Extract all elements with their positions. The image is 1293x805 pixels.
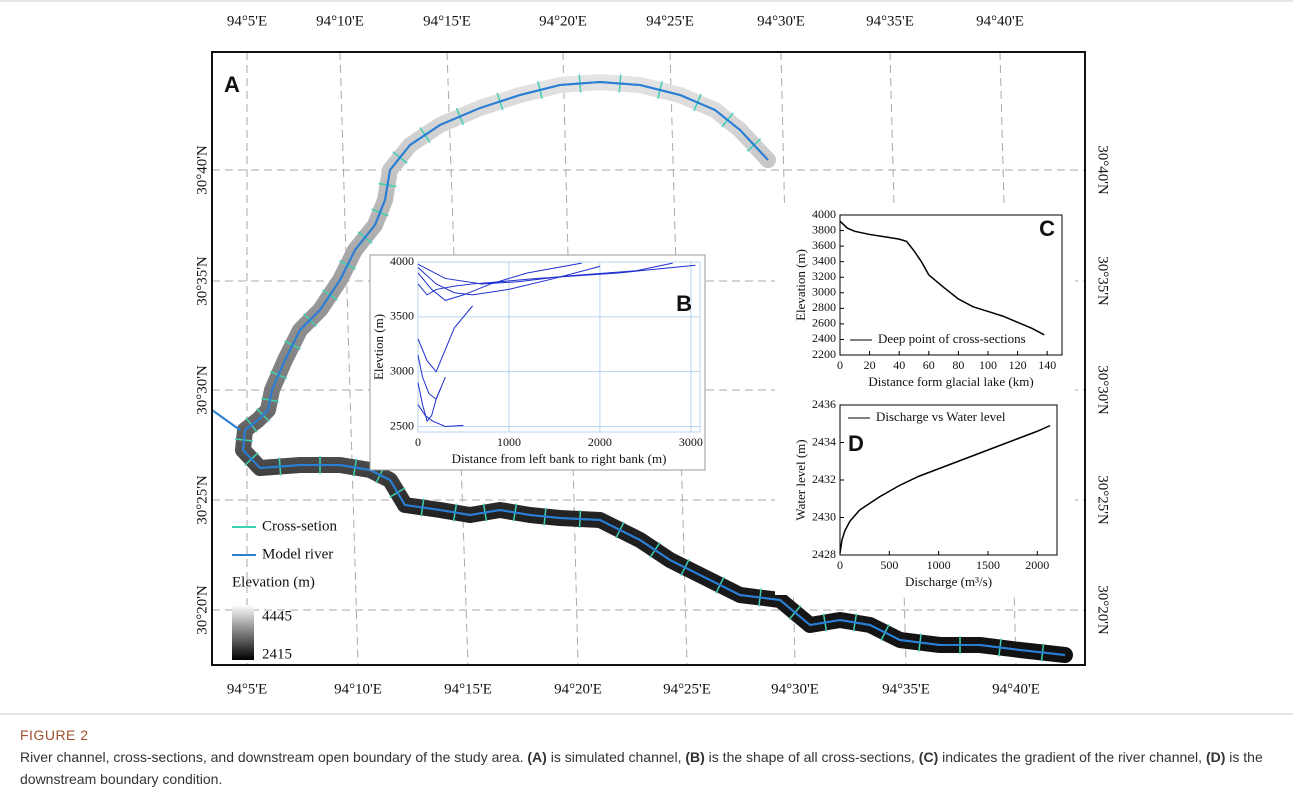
caption-panel-ref: (D) — [1206, 749, 1225, 765]
figure: A 01000200030002500300035004000Distance … — [0, 0, 1293, 720]
x-axis-label: Distance from left bank to right bank (m… — [452, 451, 667, 466]
x-axis-label: Discharge (m³/s) — [905, 574, 992, 589]
x-tick-label: 1000 — [497, 435, 521, 449]
colorbar-max: 4445 — [262, 608, 292, 624]
y-tick-label: 3200 — [812, 269, 836, 283]
y-tick-label: 3500 — [390, 309, 414, 323]
lon-label: 94°25'E — [646, 13, 694, 29]
x-tick-label: 120 — [1009, 358, 1027, 372]
lat-label: 30°30'N — [1095, 365, 1111, 415]
y-tick-label: 3800 — [812, 222, 836, 236]
x-tick-label: 80 — [952, 358, 964, 372]
lon-label: 94°5'E — [227, 681, 267, 697]
caption-part: is the shape of all cross-sections, — [705, 749, 919, 765]
x-tick-label: 500 — [880, 558, 898, 572]
caption-part: River channel, cross-sections, and downs… — [20, 749, 527, 765]
legend-label: Discharge vs Water level — [876, 409, 1006, 424]
lon-grid-line — [340, 52, 358, 665]
lon-label: 94°20'E — [554, 681, 602, 697]
panel-label: D — [848, 431, 864, 456]
lon-label: 94°15'E — [444, 681, 492, 697]
y-tick-label: 3000 — [812, 285, 836, 299]
caption: FIGURE 2 River channel, cross-sections, … — [20, 724, 1270, 790]
y-tick-label: 4000 — [812, 207, 836, 221]
y-axis-label: Water level (m) — [793, 439, 808, 520]
lon-label: 94°5'E — [227, 13, 267, 29]
legend-title: Elevation (m) — [232, 574, 315, 590]
lon-label: 94°30'E — [757, 13, 805, 29]
caption-panel-ref: (B) — [685, 749, 704, 765]
y-tick-label: 2432 — [812, 472, 836, 486]
y-axis-label: Elevation (m) — [793, 249, 808, 321]
y-tick-label: 2400 — [812, 331, 836, 345]
panel-label: A — [224, 72, 240, 97]
lon-label: 94°10'E — [316, 13, 364, 29]
colorbar — [232, 605, 254, 660]
caption-text: River channel, cross-sections, and downs… — [20, 746, 1270, 790]
caption-panel-ref: (C) — [919, 749, 938, 765]
x-tick-label: 140 — [1038, 358, 1056, 372]
legend-label: Deep point of cross-sections — [878, 331, 1026, 346]
lon-label: 94°20'E — [539, 13, 587, 29]
x-tick-label: 0 — [415, 435, 421, 449]
x-tick-label: 0 — [837, 358, 843, 372]
lat-label: 30°20'N — [1095, 585, 1111, 635]
x-tick-label: 0 — [837, 558, 843, 572]
lon-label: 94°25'E — [663, 681, 711, 697]
x-tick-label: 2000 — [588, 435, 612, 449]
x-tick-label: 100 — [979, 358, 997, 372]
y-tick-label: 2200 — [812, 347, 836, 361]
y-tick-label: 3000 — [390, 363, 414, 377]
caption-panel-ref: (A) — [527, 749, 546, 765]
lat-label: 30°20'N — [194, 585, 210, 635]
lon-label: 94°35'E — [882, 681, 930, 697]
panel-label: B — [676, 291, 692, 316]
page: {"map": {"panel_label": "A", "lon_labels… — [0, 0, 1293, 805]
lon-label: 94°15'E — [423, 13, 471, 29]
caption-label: FIGURE 2 — [20, 724, 1270, 746]
lat-label: 30°35'N — [1095, 256, 1111, 306]
lon-label: 94°10'E — [334, 681, 382, 697]
x-tick-label: 1000 — [927, 558, 951, 572]
lat-label: 30°25'N — [1095, 475, 1111, 525]
y-tick-label: 4000 — [390, 254, 414, 268]
legend-label: Cross-setion — [262, 518, 338, 534]
y-tick-label: 2500 — [390, 418, 414, 432]
caption-part: is simulated channel, — [547, 749, 686, 765]
lon-label: 94°40'E — [992, 681, 1040, 697]
x-tick-label: 1500 — [976, 558, 1000, 572]
x-tick-label: 3000 — [679, 435, 703, 449]
panel-label: C — [1039, 216, 1055, 241]
x-tick-label: 60 — [923, 358, 935, 372]
lat-label: 30°30'N — [194, 365, 210, 415]
colorbar-min: 2415 — [262, 646, 292, 662]
y-tick-label: 2800 — [812, 300, 836, 314]
caption-part: indicates the gradient of the river chan… — [938, 749, 1206, 765]
y-tick-label: 2600 — [812, 316, 836, 330]
y-axis-label: Elevtion (m) — [371, 314, 386, 380]
legend-label: Model river — [262, 546, 333, 562]
x-tick-label: 2000 — [1025, 558, 1049, 572]
y-tick-label: 2434 — [812, 434, 836, 448]
x-axis-label: Distance form glacial lake (km) — [868, 374, 1033, 389]
x-tick-label: 40 — [893, 358, 905, 372]
lat-label: 30°25'N — [194, 475, 210, 525]
lat-label: 30°40'N — [194, 145, 210, 195]
y-tick-label: 2436 — [812, 397, 836, 411]
y-tick-label: 3600 — [812, 238, 836, 252]
lon-label: 94°35'E — [866, 13, 914, 29]
y-tick-label: 2428 — [812, 547, 836, 561]
lat-label: 30°35'N — [194, 256, 210, 306]
lat-label: 30°40'N — [1095, 145, 1111, 195]
lon-label: 94°40'E — [976, 13, 1024, 29]
y-tick-label: 2430 — [812, 509, 836, 523]
x-tick-label: 20 — [864, 358, 876, 372]
y-tick-label: 3400 — [812, 253, 836, 267]
lon-label: 94°30'E — [771, 681, 819, 697]
